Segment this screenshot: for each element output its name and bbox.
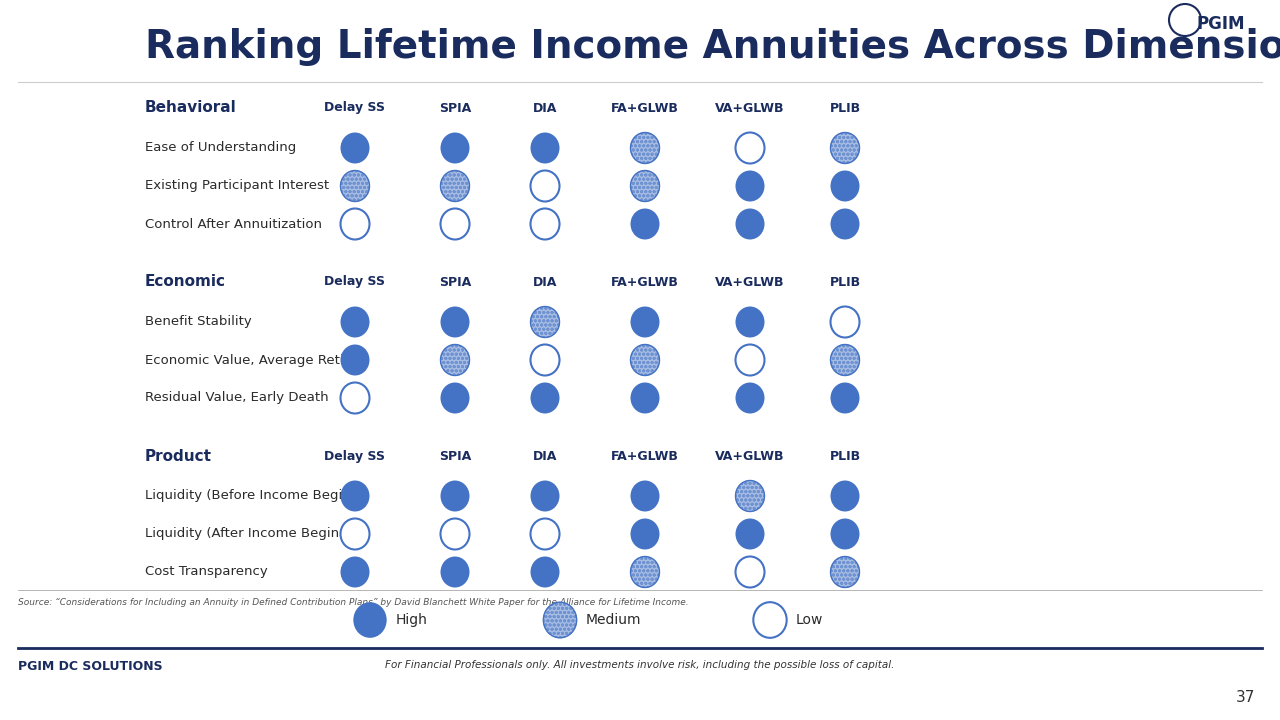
Text: DIA: DIA [532,102,557,114]
Ellipse shape [530,518,559,549]
Ellipse shape [831,557,859,588]
Ellipse shape [831,480,859,511]
Ellipse shape [631,382,659,413]
Ellipse shape [340,209,370,240]
Ellipse shape [631,480,659,511]
Ellipse shape [831,518,859,549]
Ellipse shape [754,602,787,638]
Text: Delay SS: Delay SS [325,276,385,289]
Ellipse shape [736,382,764,413]
Ellipse shape [440,344,470,376]
Ellipse shape [530,171,559,202]
Text: Medium: Medium [586,613,641,627]
Text: 37: 37 [1235,690,1254,706]
Ellipse shape [631,171,659,202]
Ellipse shape [440,209,470,240]
Ellipse shape [736,307,764,338]
Ellipse shape [530,307,559,338]
Text: VA+GLWB: VA+GLWB [716,276,785,289]
Text: Residual Value, Early Death: Residual Value, Early Death [145,392,329,405]
Ellipse shape [736,209,764,240]
Text: Ease of Understanding: Ease of Understanding [145,142,296,155]
Text: VA+GLWB: VA+GLWB [716,449,785,462]
Ellipse shape [736,132,764,163]
Ellipse shape [340,518,370,549]
Text: Ranking Lifetime Income Annuities Across Dimensions: Ranking Lifetime Income Annuities Across… [145,28,1280,66]
Text: Existing Participant Interest: Existing Participant Interest [145,179,329,192]
Text: High: High [396,613,428,627]
Ellipse shape [831,344,859,376]
Text: FA+GLWB: FA+GLWB [611,449,678,462]
Text: SPIA: SPIA [439,276,471,289]
Ellipse shape [530,209,559,240]
Text: For Financial Professionals only. All investments involve risk, including the po: For Financial Professionals only. All in… [385,660,895,670]
Ellipse shape [530,382,559,413]
Ellipse shape [530,132,559,163]
Ellipse shape [440,307,470,338]
Text: Liquidity (Before Income Begins): Liquidity (Before Income Begins) [145,490,362,503]
Ellipse shape [440,171,470,202]
Text: Product: Product [145,449,212,464]
Text: SPIA: SPIA [439,449,471,462]
Text: Delay SS: Delay SS [325,449,385,462]
Ellipse shape [440,518,470,549]
Ellipse shape [736,557,764,588]
Ellipse shape [831,171,859,202]
Text: DIA: DIA [532,276,557,289]
Text: PLIB: PLIB [829,102,860,114]
Text: Economic Value, Average Retiree: Economic Value, Average Retiree [145,354,365,366]
Ellipse shape [340,344,370,376]
Ellipse shape [340,307,370,338]
Ellipse shape [831,382,859,413]
Ellipse shape [631,557,659,588]
Ellipse shape [340,557,370,588]
Text: PLIB: PLIB [829,276,860,289]
Ellipse shape [831,307,859,338]
Text: PGIM: PGIM [1197,15,1245,33]
Ellipse shape [340,171,370,202]
Text: PGIM DC SOLUTIONS: PGIM DC SOLUTIONS [18,660,163,673]
Ellipse shape [631,209,659,240]
Text: Benefit Stability: Benefit Stability [145,315,252,328]
Ellipse shape [440,480,470,511]
Text: VA+GLWB: VA+GLWB [716,102,785,114]
Ellipse shape [530,557,559,588]
Ellipse shape [736,344,764,376]
Ellipse shape [340,382,370,413]
Ellipse shape [530,480,559,511]
Ellipse shape [631,307,659,338]
Text: FA+GLWB: FA+GLWB [611,102,678,114]
Ellipse shape [631,132,659,163]
Ellipse shape [530,344,559,376]
Text: Control After Annuitization: Control After Annuitization [145,217,323,230]
Ellipse shape [340,132,370,163]
Text: FA+GLWB: FA+GLWB [611,276,678,289]
Ellipse shape [353,602,387,638]
Ellipse shape [831,209,859,240]
Ellipse shape [340,480,370,511]
Text: Low: Low [796,613,823,627]
Text: Economic: Economic [145,274,227,289]
Ellipse shape [440,557,470,588]
Ellipse shape [631,344,659,376]
Text: Liquidity (After Income Begins): Liquidity (After Income Begins) [145,528,351,541]
Ellipse shape [631,518,659,549]
Text: SPIA: SPIA [439,102,471,114]
Ellipse shape [831,132,859,163]
Text: Cost Transparency: Cost Transparency [145,565,268,578]
Text: PLIB: PLIB [829,449,860,462]
Ellipse shape [543,602,577,638]
Ellipse shape [736,518,764,549]
Ellipse shape [440,382,470,413]
Ellipse shape [736,171,764,202]
Text: Behavioral: Behavioral [145,101,237,115]
Text: DIA: DIA [532,449,557,462]
Ellipse shape [736,480,764,511]
Text: Delay SS: Delay SS [325,102,385,114]
Ellipse shape [440,132,470,163]
Text: Source: “Considerations for Including an Annuity in Defined Contribution Plans” : Source: “Considerations for Including an… [18,598,689,607]
